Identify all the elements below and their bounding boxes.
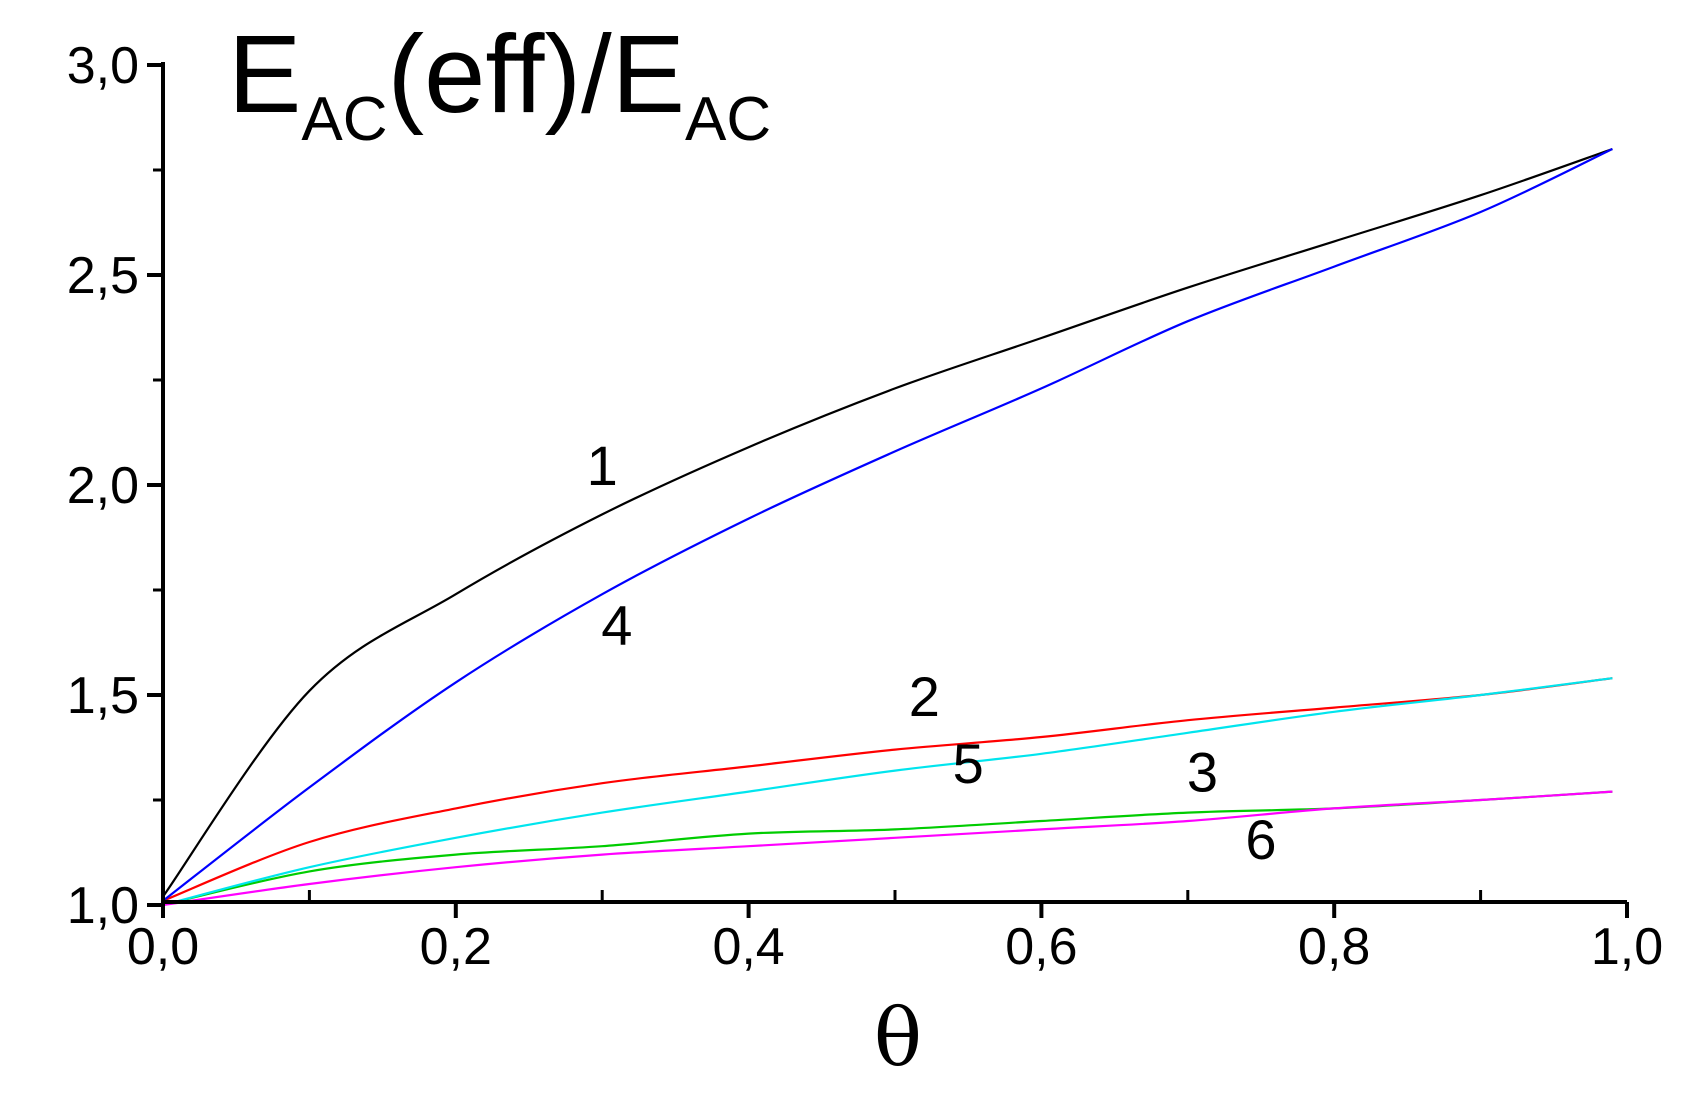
series-line-3 (162, 790, 1613, 907)
title-subscript-2: AC (685, 85, 771, 154)
y-tick-label: 2,5 (67, 247, 139, 305)
curve-label-5: 5 (953, 732, 984, 795)
title-subscript-1: AC (301, 85, 387, 154)
title-main-prefix: E (228, 13, 301, 136)
axis-ticks: 1,0 1,5 2,0 2,5 3,0 0,0 0,2 0,4 0,6 0,8 1,0 (67, 37, 1663, 976)
curve-label-2: 2 (909, 665, 940, 728)
axes (161, 62, 1627, 904)
series-line-4 (162, 148, 1613, 902)
y-tick-label: 1,5 (67, 667, 139, 725)
x-axis-title: θ (874, 991, 922, 1084)
series-line-2 (162, 677, 1613, 902)
x-tick-label: 0,0 (127, 918, 199, 976)
y-tick-label: 3,0 (67, 37, 139, 95)
x-tick-label: 0,4 (712, 918, 784, 976)
x-tick-label: 0,8 (1298, 918, 1370, 976)
y-tick-label: 2,0 (67, 457, 139, 515)
plot-area (162, 147, 1613, 907)
series-line-1 (162, 147, 1613, 898)
series-line-6 (162, 790, 1613, 907)
curve-label-3: 3 (1187, 741, 1218, 804)
x-tick-label: 0,2 (420, 918, 492, 976)
curve-label-1: 1 (587, 434, 618, 497)
x-tick-label: 0,6 (1005, 918, 1077, 976)
x-tick-label: 1,0 (1591, 918, 1663, 976)
curve-label-4: 4 (601, 594, 632, 657)
title-middle: (eff)/E (388, 13, 686, 136)
chart-title: EAC(eff)/EAC (228, 13, 771, 154)
y-tick-label: 1,0 (67, 877, 139, 935)
curve-label-6: 6 (1245, 808, 1276, 871)
series-line-5 (162, 677, 1613, 907)
